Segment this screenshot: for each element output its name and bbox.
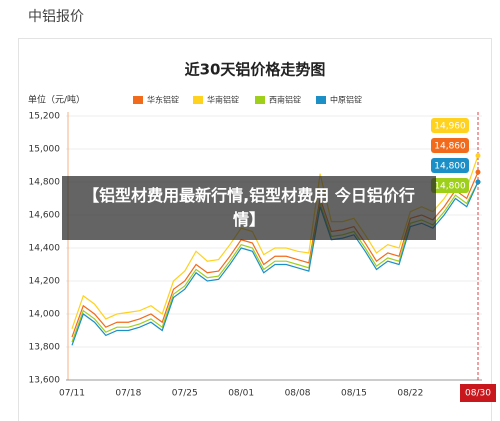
x-tick-label: 08/15	[341, 389, 367, 399]
chart-title: 近30天铝价格走势图	[185, 61, 326, 79]
x-tick-label: 08/01	[228, 389, 254, 399]
x-tick-label: 07/11	[59, 389, 85, 399]
x-tick-label: 08/08	[285, 389, 311, 399]
legend-swatch	[133, 96, 143, 104]
legend-swatch	[193, 96, 203, 104]
end-label-box	[431, 158, 469, 173]
end-label-box	[431, 118, 469, 133]
y-tick-label: 14,600	[29, 211, 61, 221]
end-point	[475, 153, 481, 159]
legend-swatch	[255, 96, 265, 104]
y-tick-label: 14,000	[29, 310, 61, 320]
end-label: 14,860	[434, 142, 466, 152]
panel	[18, 38, 492, 421]
overlay-banner: 【铝型材费用最新行情,铝型材费用 今日铝价行情】	[62, 176, 436, 240]
x-tick-label: 07/18	[115, 389, 141, 399]
x-tick-label: 08/30	[465, 389, 491, 399]
end-label: 14,960	[434, 122, 466, 132]
y-tick-label: 13,800	[29, 343, 61, 353]
legend-label: 华南铝锭	[207, 95, 239, 105]
end-point	[475, 169, 481, 175]
unit-label: 单位（元/吨）	[28, 94, 85, 106]
y-tick-label: 15,000	[29, 145, 61, 155]
x-tick-label: 07/25	[172, 389, 198, 399]
end-label: 14,800	[434, 162, 466, 172]
y-tick-label: 14,400	[29, 244, 61, 254]
header-title: 中铝报价	[28, 9, 84, 25]
y-tick-label: 15,200	[29, 112, 61, 122]
legend-label: 中原铝锭	[330, 95, 362, 105]
legend-label: 华东铝锭	[147, 95, 179, 105]
legend-swatch	[316, 96, 326, 104]
end-label-box	[431, 138, 469, 153]
x-tick-label: 08/22	[397, 389, 423, 399]
end-point	[475, 179, 481, 185]
end-label: 14,800	[434, 182, 466, 192]
y-tick-label: 14,800	[29, 178, 61, 188]
legend-label: 西南铝锭	[269, 95, 301, 105]
y-tick-label: 13,600	[29, 376, 61, 386]
current-date-box	[460, 384, 496, 402]
end-label-box	[431, 178, 469, 193]
y-tick-label: 14,200	[29, 277, 61, 287]
